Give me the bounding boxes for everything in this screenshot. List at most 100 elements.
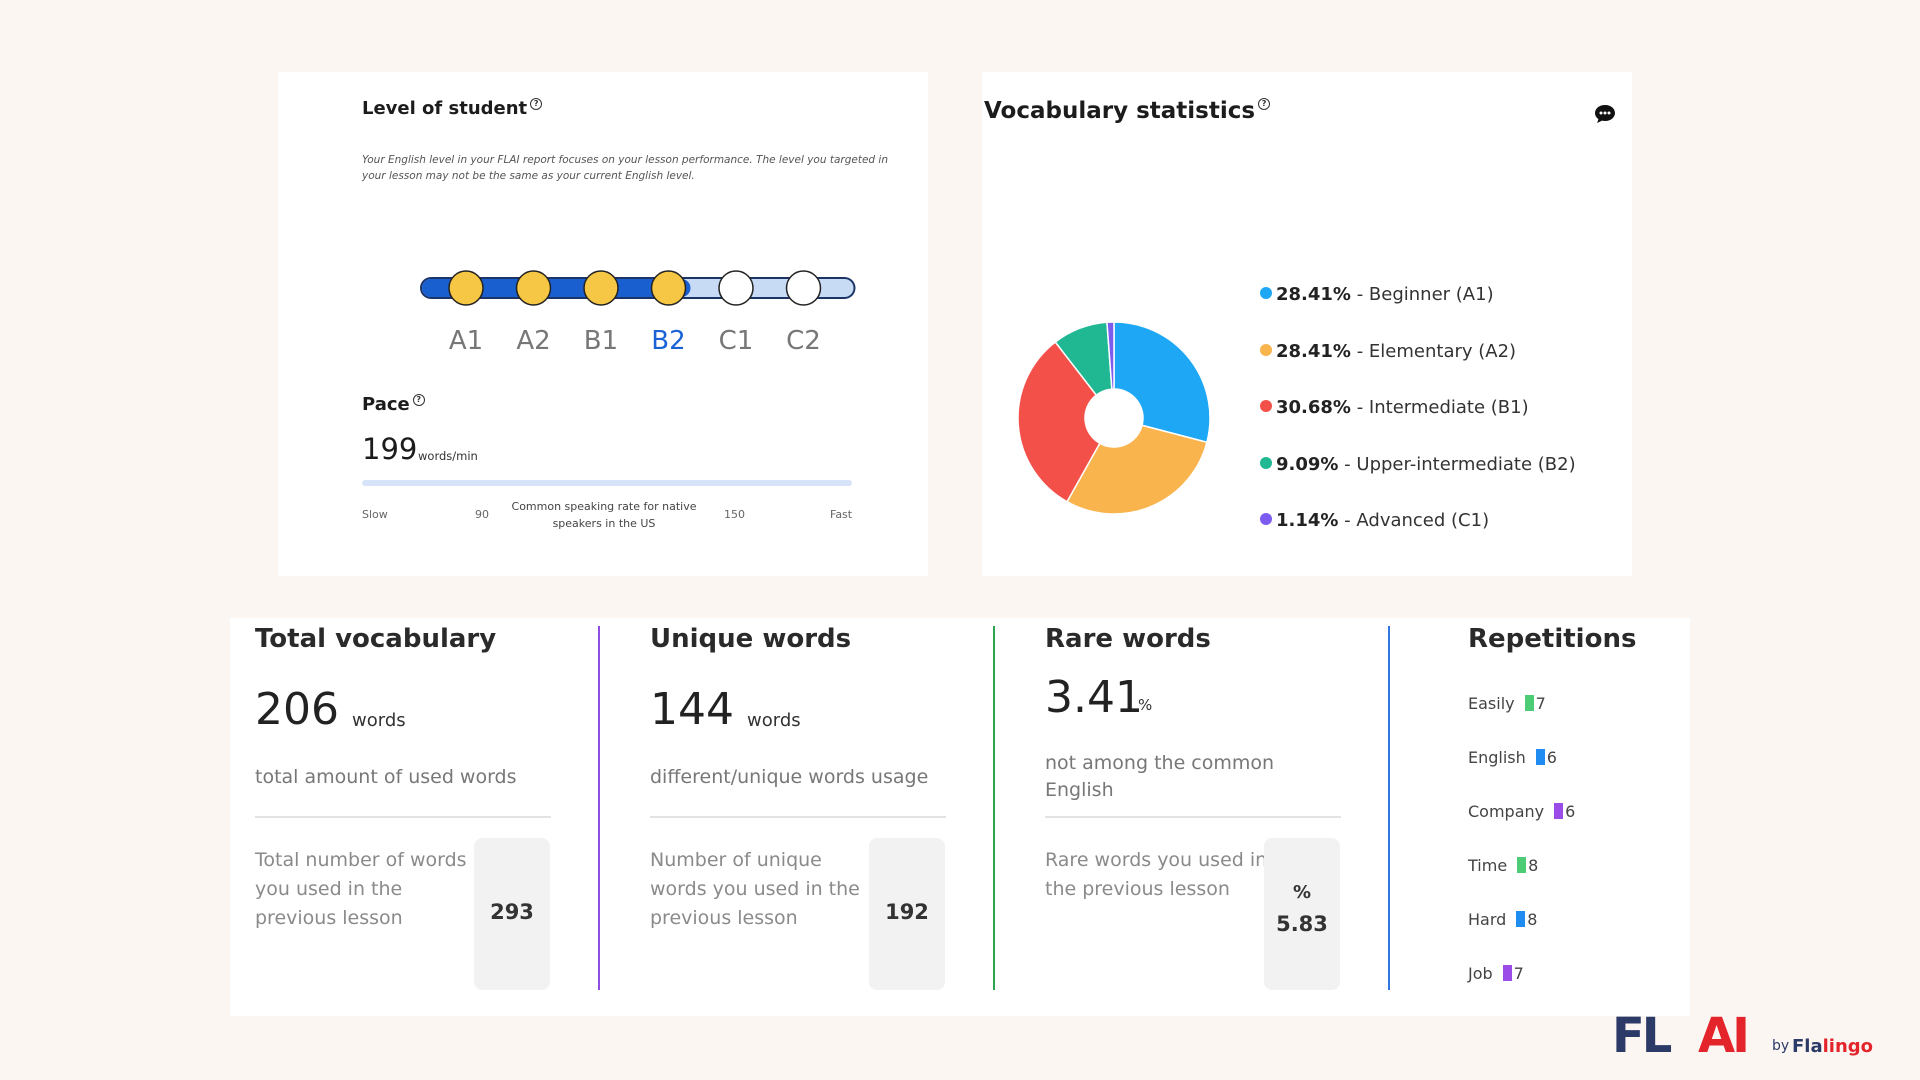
pace-value: 199 — [362, 432, 418, 466]
prev-line: previous lesson — [650, 907, 798, 929]
legend-percent: 1.14% — [1276, 510, 1339, 531]
repetition-bar — [1517, 857, 1527, 873]
level-label-c2: C2 — [786, 326, 821, 356]
repetition-item: Time 8 — [1468, 856, 1538, 875]
repetition-word: English — [1468, 748, 1526, 767]
repetition-bar — [1502, 965, 1512, 981]
chat-bubble-icon[interactable] — [1594, 104, 1616, 124]
prev-line: you used in the — [255, 878, 403, 900]
total-previous-box: 293 — [474, 838, 550, 990]
prev-line: the previous lesson — [1045, 878, 1230, 900]
level-label-a1: A1 — [448, 326, 484, 356]
legend-dot-icon — [1260, 513, 1272, 525]
level-dot-c2 — [785, 270, 822, 306]
level-dot-a2 — [515, 270, 552, 306]
rare-words-subtitle: not among the common English — [1045, 750, 1274, 804]
divider — [1045, 816, 1341, 818]
repetition-item: Company 6 — [1468, 802, 1575, 821]
logo-ai: AI — [1698, 1008, 1750, 1064]
repetition-count: 8 — [1528, 856, 1539, 875]
repetition-word: Hard — [1468, 910, 1507, 929]
pie-slice-1[interactable] — [1065, 424, 1208, 515]
repetition-item: Easily 7 — [1468, 694, 1546, 713]
help-icon[interactable]: ? — [412, 394, 425, 406]
repetition-word: Easily — [1468, 694, 1515, 713]
level-title: Level of student? — [362, 98, 543, 119]
rare-words-unit: % — [1138, 696, 1153, 714]
total-vocabulary-value: 206 — [255, 684, 339, 735]
rare-previous-description: Rare words you used in the previous less… — [1045, 846, 1267, 904]
section-divider — [598, 626, 600, 990]
pace-low-mark: 90 — [475, 508, 489, 521]
unique-previous-box: 192 — [869, 838, 945, 990]
legend-percent: 28.41% — [1276, 284, 1351, 305]
repetition-word: Time — [1468, 856, 1508, 875]
legend-dot-icon — [1260, 456, 1272, 469]
repetition-bar — [1524, 695, 1534, 711]
vocab-title: Vocabulary statistics? — [984, 98, 1271, 124]
total-previous-description: Total number of words you used in the pr… — [255, 846, 467, 933]
legend-dot-icon — [1260, 343, 1272, 356]
legend-label: - Intermediate (B1) — [1350, 397, 1529, 418]
level-description: Your English level in your FLAI report f… — [362, 154, 888, 182]
pie-slice-0[interactable] — [1113, 321, 1211, 444]
repetition-word: Company — [1468, 802, 1545, 821]
level-track — [420, 270, 856, 306]
total-previous-value: 293 — [490, 900, 534, 924]
pace-slow-label: Slow — [362, 508, 388, 521]
track-filled — [422, 279, 691, 297]
help-icon[interactable]: ? — [530, 98, 543, 110]
pace-unit: words/min — [418, 449, 478, 463]
repetition-item: Hard 8 — [1468, 910, 1537, 929]
level-dot-c1 — [718, 270, 754, 306]
section-divider — [1388, 626, 1390, 990]
level-dot-b2 — [650, 270, 687, 306]
repetition-bar — [1535, 749, 1545, 765]
brand-main: Fla — [1792, 1036, 1823, 1057]
repetition-count: 7 — [1535, 694, 1546, 713]
legend-item: 30.68% - Intermediate (B1) — [1260, 397, 1529, 418]
pie-slice-4[interactable] — [1106, 321, 1115, 390]
level-of-student-card: Level of student? Your English level in … — [278, 72, 928, 576]
level-title-text: Level of student — [362, 98, 528, 119]
legend-label: - Upper-intermediate (B2) — [1338, 453, 1576, 475]
repetition-bar — [1516, 911, 1526, 927]
repetition-count: 6 — [1546, 748, 1557, 767]
unique-words-section: Unique words 144 words different/unique … — [625, 618, 995, 1016]
legend-percent: 28.41% — [1276, 340, 1351, 362]
rare-previous-value: 5.83 — [1276, 912, 1328, 936]
repetition-word: Job — [1468, 964, 1493, 983]
flalingo-logo: Flalingo — [1792, 1036, 1873, 1057]
subtitle-line: not among the common — [1045, 752, 1275, 774]
legend-label: - Advanced (C1) — [1338, 510, 1490, 531]
brand-accent: lingo — [1822, 1036, 1874, 1057]
pace-fast-label: Fast — [830, 508, 853, 521]
level-scale: A1 A2 B1 B2 C1 C2 — [408, 214, 868, 356]
repetition-count: 7 — [1513, 964, 1524, 983]
total-vocabulary-title: Total vocabulary — [255, 624, 497, 654]
legend-dot-icon — [1260, 287, 1272, 299]
unique-words-value: 144 — [650, 684, 734, 735]
section-divider — [993, 626, 995, 990]
divider — [255, 816, 551, 818]
rare-words-title: Rare words — [1045, 624, 1211, 654]
legend-dot-icon — [1260, 400, 1272, 412]
vocab-title-text: Vocabulary statistics — [984, 98, 1256, 124]
unique-words-subtitle: different/unique words usage — [650, 766, 929, 788]
unique-words-unit: words — [747, 710, 801, 731]
legend-item: 28.41% - Beginner (A1) — [1260, 284, 1494, 305]
logo-by: by — [1772, 1038, 1790, 1054]
legend-label: - Beginner (A1) — [1350, 284, 1494, 305]
divider — [650, 816, 946, 818]
pie-slice-2[interactable] — [1017, 340, 1101, 503]
repetitions-title: Repetitions — [1468, 624, 1637, 654]
prev-line: Total number of words — [255, 849, 467, 871]
help-icon[interactable]: ? — [1258, 98, 1271, 110]
level-label-c1: C1 — [718, 326, 754, 356]
unique-words-title: Unique words — [650, 624, 852, 654]
legend-item: 9.09% - Upper-intermediate (B2) — [1260, 454, 1576, 475]
prev-line: Rare words you used in — [1045, 849, 1268, 871]
repetition-bar — [1554, 803, 1564, 819]
pace-high-mark: 150 — [724, 508, 745, 521]
legend-label: - Elementary (A2) — [1350, 340, 1517, 362]
